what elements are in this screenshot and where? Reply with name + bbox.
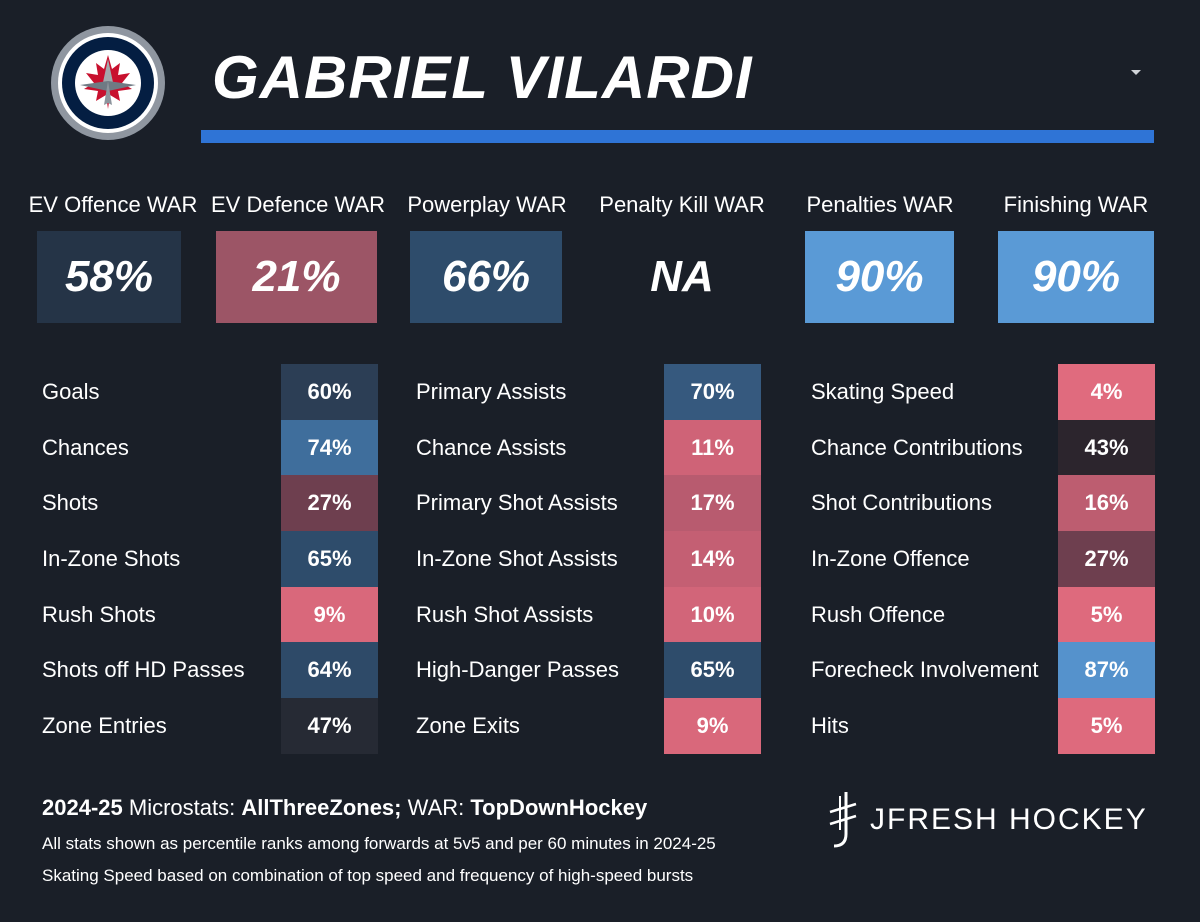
- stat-row: Hits 5%: [811, 698, 1155, 754]
- stat-label: Chance Assists: [416, 434, 567, 460]
- stat-label: Rush Offence: [811, 601, 946, 627]
- stat-value: 65%: [281, 531, 378, 587]
- stat-label: Shots off HD Passes: [42, 657, 245, 683]
- war-label: Powerplay WAR: [407, 192, 567, 217]
- stat-row: Goals 60%: [42, 364, 378, 420]
- stat-label: Forecheck Involvement: [811, 657, 1039, 683]
- stats-column-passing: Primary Assists 70% Chance Assists 11% Pri…: [416, 364, 763, 754]
- microstats-source: AllThreeZones;: [241, 795, 402, 820]
- stat-row: In-Zone Shots 65%: [42, 531, 378, 587]
- stat-value: 65%: [664, 642, 761, 699]
- stat-value: 43%: [1058, 419, 1155, 476]
- stat-value: 16%: [1058, 475, 1155, 532]
- stat-label: Chances: [42, 434, 129, 460]
- war-value: 90%: [998, 231, 1154, 323]
- war-source: TopDownHockey: [470, 795, 648, 820]
- war-label: Finishing WAR: [1003, 192, 1149, 217]
- stat-label: Primary Assists: [416, 379, 567, 404]
- war-value: 58%: [37, 231, 181, 323]
- stat-row: Chance Assists 11%: [416, 419, 763, 476]
- war-value: 66%: [410, 231, 562, 323]
- footnote-skating-speed: Skating Speed based on combination of to…: [42, 866, 694, 885]
- stat-label: Goals: [42, 379, 100, 404]
- stat-value: 47%: [281, 698, 378, 754]
- stat-label: Skating Speed: [811, 379, 955, 404]
- stat-value: 4%: [1058, 364, 1155, 420]
- stats-column-shooting: Goals 60% Chances 74% Shots 27% In-Zone Sho…: [42, 364, 378, 754]
- stat-value: 60%: [281, 364, 378, 420]
- stat-value: 27%: [281, 475, 378, 532]
- stat-value: 87%: [1058, 642, 1155, 699]
- stat-row: In-Zone Offence 27%: [811, 531, 1155, 587]
- stat-label: Hits: [811, 713, 849, 739]
- stat-row: Zone Exits 9%: [416, 698, 763, 754]
- stat-label: Primary Shot Assists: [416, 490, 618, 516]
- stat-row: Rush Offence 5%: [811, 586, 1155, 643]
- stat-value: 70%: [664, 364, 761, 420]
- stat-label: Shots: [42, 490, 99, 516]
- stat-row: Primary Assists 70%: [416, 364, 763, 420]
- war-value: NA: [650, 252, 714, 301]
- war-label: EV Offence WAR: [28, 192, 198, 217]
- title-underline: [201, 130, 1154, 143]
- stat-row: Shots 27%: [42, 475, 378, 532]
- stat-row: Chance Contributions 43%: [811, 419, 1155, 476]
- war-value: 21%: [216, 231, 377, 323]
- stat-value: 17%: [664, 475, 761, 532]
- stat-row: Rush Shot Assists 10%: [416, 586, 763, 643]
- stat-row: Shot Contributions 16%: [811, 475, 1155, 532]
- war-label: Penalties WAR: [806, 192, 954, 217]
- footnote-percentiles: All stats shown as percentile ranks amon…: [42, 834, 716, 853]
- caret-down-icon[interactable]: [1131, 70, 1141, 75]
- microstats-label: Microstats:: [128, 795, 236, 820]
- stat-value: 5%: [1058, 586, 1155, 643]
- stat-row: High-Danger Passes 65%: [416, 642, 763, 699]
- stat-row: Shots off HD Passes 64%: [42, 642, 378, 699]
- stat-label: High-Danger Passes: [416, 657, 619, 683]
- stat-value: 27%: [1058, 531, 1155, 587]
- season: 2024-25: [42, 795, 123, 820]
- stat-row: Forecheck Involvement 87%: [811, 642, 1155, 699]
- stat-value: 10%: [664, 586, 761, 643]
- stat-label: Rush Shots: [42, 601, 156, 627]
- player-name: GABRIEL VILARDI: [212, 44, 753, 111]
- stat-row: Rush Shots 9%: [42, 586, 378, 643]
- brand-name: JFRESH HOCKEY: [870, 803, 1148, 836]
- stat-value: 14%: [664, 531, 761, 587]
- source-line: 2024-25 Microstats: AllThreeZones; WAR: …: [42, 795, 647, 821]
- stat-label: Zone Entries: [42, 713, 167, 739]
- war-source-label: WAR:: [407, 795, 465, 820]
- stat-value: 11%: [664, 419, 761, 476]
- stat-label: In-Zone Shot Assists: [416, 546, 618, 572]
- stat-row: Skating Speed 4%: [811, 364, 1155, 420]
- war-value: 90%: [805, 231, 954, 323]
- stat-row: Chances 74%: [42, 419, 378, 476]
- war-label: Penalty Kill WAR: [599, 192, 765, 217]
- stat-value: 9%: [281, 586, 378, 643]
- stat-label: In-Zone Offence: [811, 546, 970, 572]
- stat-label: In-Zone Shots: [42, 546, 181, 572]
- stat-row: Zone Entries 47%: [42, 698, 378, 754]
- stat-value: 5%: [1058, 698, 1155, 754]
- stat-value: 9%: [664, 698, 761, 754]
- brand: JFRESH HOCKEY: [826, 790, 1148, 850]
- stat-row: In-Zone Shot Assists 14%: [416, 531, 763, 587]
- stat-row: Primary Shot Assists 17%: [416, 475, 763, 532]
- stat-label: Zone Exits: [416, 713, 520, 739]
- stats-column-transition: Skating Speed 4% Chance Contributions 43% …: [811, 364, 1155, 754]
- team-logo-icon: [50, 25, 166, 141]
- stat-value: 64%: [281, 642, 378, 699]
- stat-label: Shot Contributions: [811, 490, 992, 516]
- war-label: EV Defence WAR: [210, 192, 386, 217]
- stat-value: 74%: [281, 419, 378, 476]
- stat-label: Rush Shot Assists: [416, 601, 594, 627]
- jfresh-mark-icon: [829, 792, 857, 848]
- stat-label: Chance Contributions: [811, 434, 1023, 460]
